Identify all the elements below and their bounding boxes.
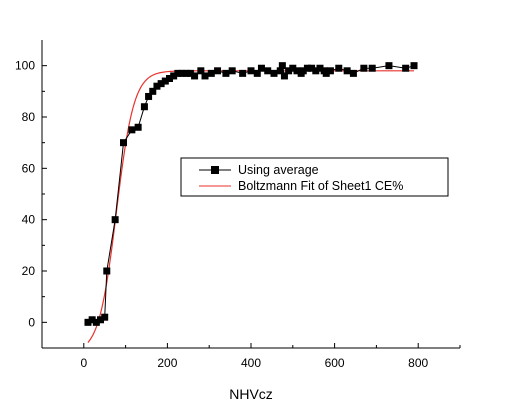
data-point	[84, 318, 92, 326]
data-point	[276, 67, 284, 75]
data-point	[161, 77, 169, 85]
data-point	[299, 67, 307, 75]
data-point	[145, 92, 153, 100]
data-point	[293, 67, 301, 75]
data-point	[312, 67, 320, 75]
data-point	[257, 64, 265, 72]
data-point	[335, 64, 343, 72]
data-point	[316, 64, 324, 72]
x-tick-label: 400	[241, 356, 261, 370]
y-tick-label: 60	[22, 161, 36, 175]
data-point	[278, 62, 286, 70]
legend-box	[180, 157, 449, 197]
data-point	[88, 316, 96, 324]
y-tick-label: 0	[28, 315, 35, 329]
data-point	[134, 123, 142, 131]
data-point	[170, 72, 178, 80]
x-axis-title: NHVcz	[229, 386, 273, 402]
data-point	[253, 69, 261, 77]
fit-series	[87, 70, 415, 343]
data-point	[103, 267, 111, 275]
data-point	[157, 80, 165, 88]
data-point	[385, 62, 393, 70]
data-point	[191, 72, 199, 80]
data-point	[326, 67, 334, 75]
data-point	[207, 69, 215, 77]
data-point	[201, 72, 209, 80]
legend-label-average: Using average	[238, 163, 319, 177]
data-point	[285, 67, 293, 75]
data-point	[111, 216, 119, 224]
data-point	[214, 67, 222, 75]
data-point	[349, 69, 357, 77]
data-point	[343, 67, 351, 75]
data-point	[165, 75, 173, 82]
data-point	[402, 64, 410, 72]
legend-label-fit: Boltzmann Fit of Sheet1 CE%	[238, 179, 403, 193]
y-tick-label: 40	[22, 213, 36, 227]
legend-marker-average	[211, 166, 219, 174]
data-point	[289, 64, 297, 72]
data-point	[178, 69, 186, 77]
data-point	[239, 69, 247, 77]
data-point	[101, 313, 109, 321]
fit-curve	[87, 70, 415, 343]
y-tick-label: 20	[22, 264, 36, 278]
data-point	[182, 69, 190, 77]
data-series	[84, 62, 418, 326]
data-point	[280, 72, 288, 80]
data-point	[368, 64, 376, 72]
data-point	[197, 67, 205, 75]
data-point	[264, 67, 272, 75]
x-tick-label: 600	[325, 356, 345, 370]
data-point	[153, 82, 161, 90]
data-point	[92, 318, 100, 326]
data-point	[308, 64, 316, 72]
data-point	[128, 126, 136, 134]
y-tick-label: 80	[22, 110, 36, 124]
data-point	[222, 69, 230, 77]
data-point	[270, 69, 278, 77]
x-tick-label: 200	[157, 356, 177, 370]
legend: Using average Boltzmann Fit of Sheet1 CE…	[180, 157, 449, 197]
x-tick-label: 800	[408, 356, 428, 370]
y-axis: 0 20 40 60 80 100	[15, 40, 47, 348]
data-point	[322, 69, 330, 77]
data-point	[149, 87, 157, 95]
data-point	[228, 67, 236, 75]
x-axis: 0 200 400 600 800	[41, 343, 461, 370]
data-point	[174, 69, 182, 77]
data-point	[247, 67, 255, 75]
data-point	[410, 62, 418, 70]
data-point	[140, 103, 148, 111]
data-point	[360, 64, 368, 72]
data-point	[120, 139, 128, 147]
data-point	[186, 69, 194, 77]
x-tick-label: 0	[80, 356, 87, 370]
data-point	[303, 64, 311, 72]
data-point	[97, 316, 105, 324]
y-tick-label: 100	[15, 59, 35, 73]
